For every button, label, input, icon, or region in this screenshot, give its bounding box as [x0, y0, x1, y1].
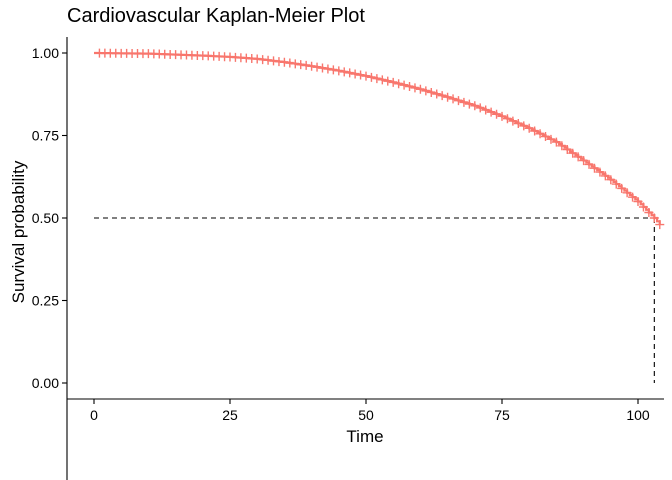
- censor-mark: [633, 197, 643, 206]
- censor-mark: [638, 202, 648, 212]
- censor-mark: [421, 86, 431, 96]
- censor-mark: [285, 58, 295, 68]
- censor-mark: [459, 97, 469, 107]
- censor-mark: [519, 121, 529, 131]
- censor-mark: [655, 220, 665, 230]
- censor-mark: [426, 87, 436, 97]
- censor-mark: [388, 77, 398, 87]
- censor-mark: [568, 148, 578, 158]
- censor-mark: [339, 67, 349, 77]
- censor-mark: [361, 71, 371, 81]
- censor-mark: [394, 79, 404, 89]
- censor-mark: [486, 107, 496, 117]
- censor-mark: [383, 76, 393, 86]
- censor-mark: [524, 123, 534, 133]
- censor-mark: [296, 60, 306, 70]
- censor-marks: [94, 48, 665, 230]
- censor-mark: [301, 60, 311, 70]
- censor-mark: [432, 89, 442, 99]
- censor-mark: [443, 92, 453, 102]
- censor-mark: [579, 156, 589, 166]
- y-axis-label: Survival probability: [9, 160, 28, 303]
- y-tick-label: 0.00: [32, 375, 59, 391]
- censor-mark: [644, 208, 654, 217]
- x-tick-label: 100: [626, 407, 650, 423]
- censor-mark: [535, 129, 545, 139]
- censor-mark: [600, 171, 610, 181]
- censor-mark: [415, 84, 425, 94]
- censor-mark: [551, 137, 561, 147]
- y-tick-label: 0.75: [32, 128, 59, 144]
- censor-mark: [584, 159, 594, 169]
- censor-mark: [541, 132, 551, 142]
- censor-mark: [448, 94, 458, 104]
- censor-mark: [481, 105, 491, 115]
- censor-mark: [497, 111, 507, 121]
- censor-mark: [377, 75, 387, 85]
- censor-mark: [470, 101, 480, 111]
- censor-mark: [328, 65, 338, 75]
- censor-mark: [573, 152, 583, 162]
- censor-mark: [622, 188, 632, 198]
- x-tick-label: 50: [358, 407, 374, 423]
- censor-mark: [649, 213, 659, 223]
- censor-mark: [405, 82, 415, 92]
- censor-mark: [290, 59, 300, 69]
- censor-mark: [530, 126, 540, 136]
- censor-mark: [562, 144, 572, 154]
- censor-mark: [323, 64, 333, 74]
- y-tick-label: 0.50: [32, 210, 59, 226]
- censor-mark: [595, 167, 605, 177]
- censor-mark: [611, 179, 621, 189]
- censor-mark: [508, 116, 518, 126]
- y-tick-label: 0.25: [32, 293, 59, 309]
- censor-mark: [557, 141, 567, 151]
- censor-mark: [628, 192, 638, 202]
- censor-mark: [589, 163, 599, 173]
- censor-mark: [312, 62, 322, 72]
- censor-mark: [617, 183, 627, 193]
- x-tick-label: 75: [494, 407, 510, 423]
- censor-mark: [345, 68, 355, 78]
- censor-mark: [453, 96, 463, 106]
- censor-mark: [492, 109, 502, 119]
- y-tick-label: 1.00: [32, 45, 59, 61]
- censor-mark: [307, 61, 317, 71]
- x-tick-label: 0: [90, 407, 98, 423]
- censor-mark: [317, 63, 327, 73]
- censor-mark: [513, 118, 523, 128]
- median-reference-lines: [94, 217, 655, 383]
- censor-mark: [502, 114, 512, 124]
- censor-mark: [464, 99, 474, 109]
- axis-ticks: 0 25 50 75 100 0.00 0.25 0.50 0.75 1.00: [32, 45, 650, 423]
- censor-mark: [350, 69, 360, 79]
- censor-mark: [279, 57, 289, 67]
- x-tick-label: 25: [222, 407, 238, 423]
- censor-mark: [366, 72, 376, 82]
- x-axis-label: Time: [346, 427, 383, 446]
- censor-mark: [475, 103, 485, 113]
- censor-mark: [546, 134, 556, 144]
- censor-mark: [399, 80, 409, 90]
- censor-mark: [606, 175, 616, 185]
- censor-mark: [356, 70, 366, 80]
- chart-title: Cardiovascular Kaplan-Meier Plot: [67, 5, 365, 27]
- censor-mark: [437, 91, 447, 101]
- censor-mark: [334, 66, 344, 76]
- censor-mark: [372, 74, 382, 84]
- censor-mark: [410, 83, 420, 93]
